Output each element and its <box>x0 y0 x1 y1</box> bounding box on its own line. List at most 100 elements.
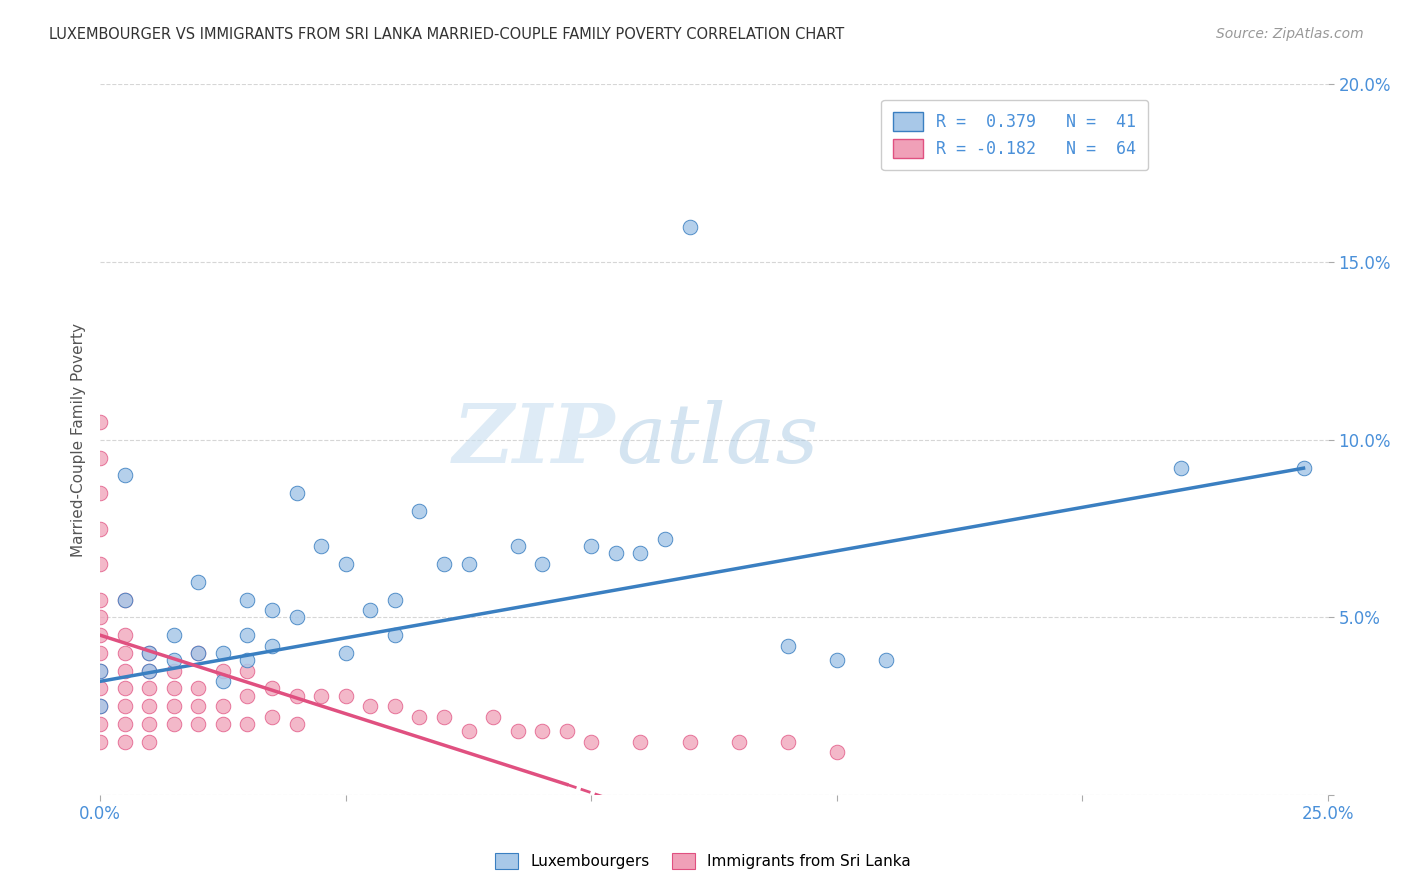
Point <box>776 735 799 749</box>
Text: LUXEMBOURGER VS IMMIGRANTS FROM SRI LANKA MARRIED-COUPLE FAMILY POVERTY CORRELAT: LUXEMBOURGER VS IMMIGRANTS FROM SRI LANK… <box>49 27 845 42</box>
Point <box>89 681 111 696</box>
Text: Source: ZipAtlas.com: Source: ZipAtlas.com <box>1216 27 1364 41</box>
Point <box>114 468 136 483</box>
Point <box>555 724 578 739</box>
Point <box>359 603 381 617</box>
Point <box>187 574 209 589</box>
Point <box>581 539 603 553</box>
Point <box>457 724 479 739</box>
Point <box>89 699 111 714</box>
Point <box>335 689 357 703</box>
Y-axis label: Married-Couple Family Poverty: Married-Couple Family Poverty <box>72 323 86 557</box>
Point <box>581 735 603 749</box>
Point <box>236 592 259 607</box>
Point <box>285 717 308 731</box>
Point <box>776 639 799 653</box>
Point <box>89 646 111 660</box>
Point <box>236 653 259 667</box>
Point <box>260 639 283 653</box>
Point <box>89 699 111 714</box>
Point <box>628 735 651 749</box>
Point <box>114 681 136 696</box>
Point <box>384 592 406 607</box>
Point <box>212 699 235 714</box>
Point <box>114 628 136 642</box>
Point <box>114 699 136 714</box>
Point <box>260 603 283 617</box>
Point <box>163 628 186 642</box>
Point <box>605 546 627 560</box>
Point <box>163 681 186 696</box>
Point <box>89 717 111 731</box>
Point <box>89 735 111 749</box>
Point <box>114 717 136 731</box>
Point <box>138 681 160 696</box>
Point <box>433 557 456 571</box>
Point <box>236 664 259 678</box>
Point <box>89 486 111 500</box>
Point <box>89 557 111 571</box>
Point <box>408 504 430 518</box>
Point <box>138 664 160 678</box>
Point <box>1292 461 1315 475</box>
Point <box>163 699 186 714</box>
Point <box>875 653 897 667</box>
Point <box>163 653 186 667</box>
Point <box>163 664 186 678</box>
Point <box>531 724 554 739</box>
Point <box>285 689 308 703</box>
Point <box>384 628 406 642</box>
Point <box>187 699 209 714</box>
Point <box>138 646 160 660</box>
Legend: R =  0.379   N =  41, R = -0.182   N =  64: R = 0.379 N = 41, R = -0.182 N = 64 <box>882 100 1147 170</box>
Legend: Luxembourgers, Immigrants from Sri Lanka: Luxembourgers, Immigrants from Sri Lanka <box>489 847 917 875</box>
Point <box>433 710 456 724</box>
Point <box>678 219 700 234</box>
Point <box>114 592 136 607</box>
Point <box>187 681 209 696</box>
Point <box>138 664 160 678</box>
Point <box>89 610 111 624</box>
Point <box>1170 461 1192 475</box>
Point <box>89 664 111 678</box>
Point <box>260 681 283 696</box>
Point <box>89 522 111 536</box>
Point <box>89 415 111 429</box>
Point <box>89 450 111 465</box>
Point <box>309 689 332 703</box>
Point <box>654 533 676 547</box>
Point <box>212 674 235 689</box>
Point <box>89 664 111 678</box>
Point <box>335 646 357 660</box>
Point <box>457 557 479 571</box>
Point <box>187 646 209 660</box>
Point <box>187 717 209 731</box>
Point <box>285 486 308 500</box>
Point <box>506 539 529 553</box>
Point <box>114 592 136 607</box>
Point <box>260 710 283 724</box>
Point <box>138 646 160 660</box>
Point <box>187 646 209 660</box>
Point <box>482 710 505 724</box>
Point <box>212 717 235 731</box>
Point <box>114 646 136 660</box>
Point <box>236 717 259 731</box>
Point <box>138 735 160 749</box>
Point <box>825 746 848 760</box>
Point <box>825 653 848 667</box>
Point <box>114 735 136 749</box>
Point <box>138 717 160 731</box>
Point <box>727 735 749 749</box>
Point <box>114 664 136 678</box>
Point <box>384 699 406 714</box>
Point <box>309 539 332 553</box>
Point <box>89 628 111 642</box>
Text: atlas: atlas <box>616 400 818 480</box>
Point <box>163 717 186 731</box>
Point <box>506 724 529 739</box>
Point <box>236 628 259 642</box>
Point <box>285 610 308 624</box>
Point <box>138 699 160 714</box>
Text: ZIP: ZIP <box>453 400 616 480</box>
